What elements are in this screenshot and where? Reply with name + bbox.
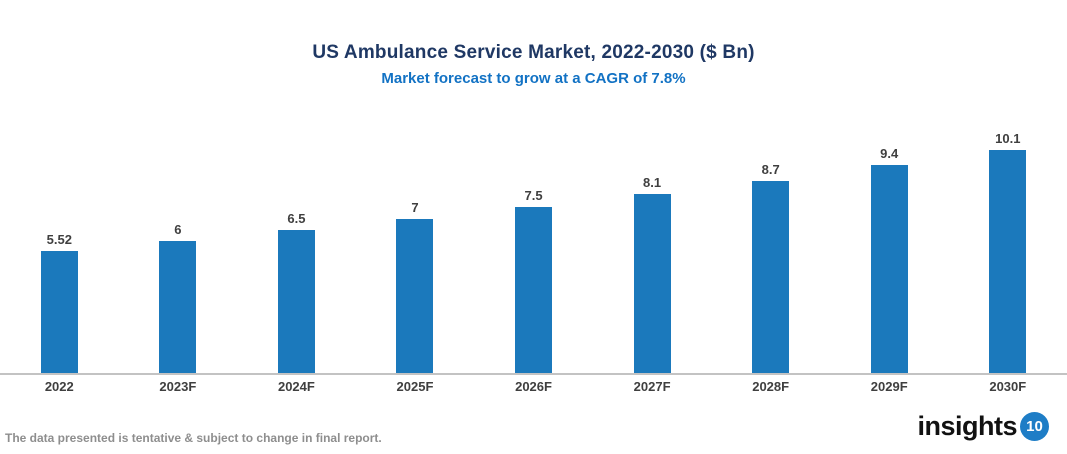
bar — [752, 181, 790, 374]
bar-value-label: 10.1 — [995, 131, 1021, 146]
x-axis-label: 2024F — [277, 379, 315, 394]
bar-column: 6.5 — [237, 211, 356, 374]
bar-value-label: 6 — [174, 222, 182, 237]
bar — [40, 251, 78, 374]
chart-title: US Ambulance Service Market, 2022-2030 (… — [312, 42, 755, 63]
bar — [989, 150, 1027, 374]
bar — [159, 241, 197, 374]
x-axis-labels: 2022 2023F 2024F 2025F 2026F 2027F 2028F 2029F 2… — [0, 379, 1067, 394]
bar-value-label: 8.1 — [643, 175, 662, 190]
bar — [633, 194, 671, 374]
x-axis-label: 2025F — [396, 379, 434, 394]
bar-column: 8.1 — [593, 175, 712, 374]
x-axis-label: 2022 — [44, 379, 74, 394]
bar-value-label: 7 — [411, 200, 419, 215]
bar-column: 10.1 — [949, 131, 1067, 374]
insights10-logo: insights 10 — [917, 411, 1049, 442]
bar-column: 6 — [119, 222, 238, 374]
bar-value-label: 9.4 — [880, 146, 899, 161]
x-axis-label: 2028F — [752, 379, 790, 394]
bar-column: 7 — [356, 200, 475, 374]
plot-area: 5.52 6 6.5 7 7.5 8.1 8.7 9.4 10.1 — [0, 131, 1067, 374]
x-axis-label: 2026F — [515, 379, 552, 394]
x-axis-line — [0, 373, 1067, 375]
bar-column: 7.5 — [474, 188, 593, 374]
x-axis-label: 2030F — [989, 379, 1027, 394]
bar — [277, 230, 315, 374]
x-axis-label: 2027F — [633, 379, 671, 394]
bar — [870, 165, 908, 374]
bar-value-label: 6.5 — [287, 211, 306, 226]
footnote: The data presented is tentative & subjec… — [5, 431, 382, 445]
bar-column: 8.7 — [711, 162, 830, 374]
chart-subtitle: Market forecast to grow at a CAGR of 7.8… — [381, 70, 686, 87]
bar-column: 5.52 — [0, 232, 119, 374]
bar — [396, 219, 434, 374]
bar-value-label: 8.7 — [761, 162, 780, 177]
bar — [515, 207, 553, 374]
logo-badge-10: 10 — [1020, 412, 1049, 441]
x-axis-label: 2023F — [159, 379, 197, 394]
x-axis-label: 2029F — [870, 379, 908, 394]
logo-text: insights — [917, 411, 1017, 441]
bar-value-label: 7.5 — [524, 188, 543, 203]
bar-column: 9.4 — [830, 146, 949, 374]
bar-value-label: 5.52 — [46, 232, 72, 247]
